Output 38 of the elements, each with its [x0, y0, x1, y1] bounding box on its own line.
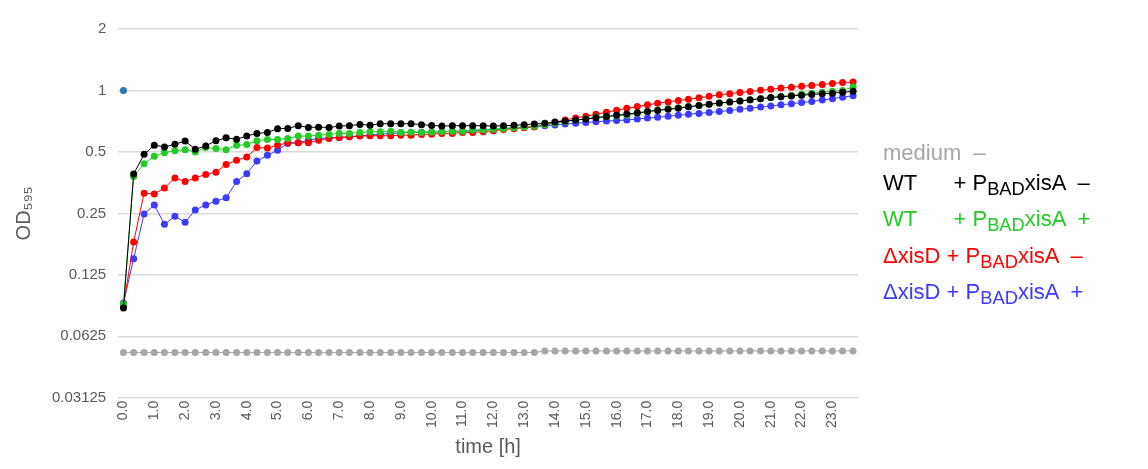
x-tick-label: 14.0: [545, 400, 562, 428]
x-tick-label: 17.0: [638, 400, 655, 428]
x-tick-label: 21.0: [761, 400, 778, 428]
x-tick-label: 19.0: [699, 400, 716, 428]
x-tick-label: 15.0: [576, 400, 593, 428]
x-tick-label: 9.0: [391, 400, 408, 421]
x-tick-label: 6.0: [299, 400, 316, 421]
x-tick-label: 13.0: [515, 400, 532, 428]
text: medium –: [883, 139, 987, 167]
x-tick-label: 20.0: [730, 400, 747, 428]
x-tick-label: 23.0: [823, 400, 840, 428]
x-tick-label: 7.0: [330, 400, 347, 421]
x-tick-label: 12.0: [484, 400, 501, 428]
y-tick-label: 1: [97, 80, 107, 98]
x-tick-label: 16.0: [607, 400, 624, 428]
y-tick-label: 0.03125: [51, 387, 107, 405]
x-tick-label: 8.0: [360, 400, 377, 421]
x-tick-label: 22.0: [792, 400, 809, 428]
text: ΔxisD + P$_{BAD}$xisA +: [883, 278, 1085, 311]
x-tick-label: 3.0: [206, 400, 223, 421]
y-axis-title: OD₅₉₅: [11, 186, 34, 241]
text: ΔxisD + P$_{BAD}$xisA –: [883, 241, 1084, 275]
x-tick-label: 4.0: [237, 400, 254, 421]
x-tick-label: 5.0: [268, 400, 285, 421]
y-tick-label: 0.125: [68, 264, 107, 282]
y-tick-label: 0.25: [77, 203, 107, 221]
text: WT + P$_{BAD}$xisA +: [883, 205, 1091, 238]
x-tick-label: 1.0: [145, 400, 162, 421]
y-tick-label: 0.5: [85, 142, 107, 160]
x-tick-label: 11.0: [453, 400, 470, 427]
text: WT + P$_{BAD}$xisA –: [883, 169, 1091, 202]
y-tick-label: 2: [97, 19, 107, 37]
x-tick-label: 2.0: [175, 400, 192, 421]
x-tick-label: 0.0: [114, 400, 131, 421]
x-tick-label: 10.0: [422, 400, 439, 428]
x-axis-title: time [h]: [455, 434, 521, 457]
y-tick-label: 0.0625: [60, 326, 107, 344]
x-tick-label: 18.0: [669, 400, 686, 428]
